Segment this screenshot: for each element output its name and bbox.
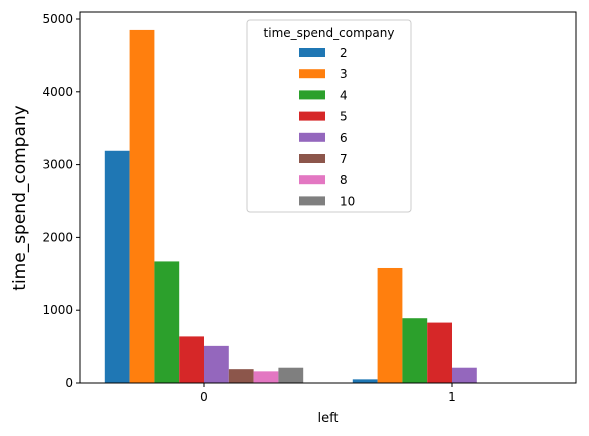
legend-label: 7 <box>340 152 348 166</box>
legend-swatch <box>299 90 325 100</box>
y-tick-label: 1000 <box>42 303 73 317</box>
legend-swatch <box>299 48 325 57</box>
bar <box>402 318 428 383</box>
bar <box>204 345 229 383</box>
x-tick-label: 0 <box>200 390 208 404</box>
bar <box>104 150 130 383</box>
legend: time_spend_company 2 3 4 5 6 7 8 10 <box>246 19 412 213</box>
legend-label: 2 <box>340 46 348 60</box>
legend-label: 8 <box>340 173 348 187</box>
bar <box>228 369 254 383</box>
legend-swatch <box>299 69 325 79</box>
bar <box>352 379 378 383</box>
legend-label: 6 <box>340 131 348 145</box>
bar <box>179 336 204 383</box>
legend-label: 3 <box>340 67 348 81</box>
legend-swatch <box>299 175 325 185</box>
bar <box>278 367 304 383</box>
legend-label: 4 <box>340 88 348 102</box>
y-axis-label: time_spend_company <box>10 105 30 290</box>
x-axis-label: left <box>317 411 338 426</box>
legend-swatch <box>299 132 325 142</box>
y-tick-label: 2000 <box>42 230 73 244</box>
legend-label: 5 <box>340 110 348 124</box>
bar <box>129 29 155 383</box>
x-tick-label: 1 <box>448 390 456 404</box>
plot-frame <box>79 11 577 384</box>
bar <box>253 371 279 383</box>
bar <box>377 267 403 383</box>
y-tick-label: 3000 <box>42 158 73 172</box>
y-tick-label: 5000 <box>42 12 73 26</box>
y-tick-label: 0 <box>65 376 73 390</box>
legend-title: time_spend_company <box>264 26 395 40</box>
bars-layer <box>104 29 477 383</box>
legend-box <box>246 19 412 213</box>
bar <box>452 367 477 383</box>
legend-swatch <box>299 111 325 121</box>
bar <box>427 322 452 383</box>
legend-swatch <box>299 196 325 206</box>
legend-label: 10 <box>340 194 355 208</box>
y-tick-label: 4000 <box>42 85 73 99</box>
bar <box>154 261 180 383</box>
y-axis: 0 1000 2000 3000 4000 5000 <box>42 12 80 390</box>
legend-swatch <box>299 154 325 163</box>
